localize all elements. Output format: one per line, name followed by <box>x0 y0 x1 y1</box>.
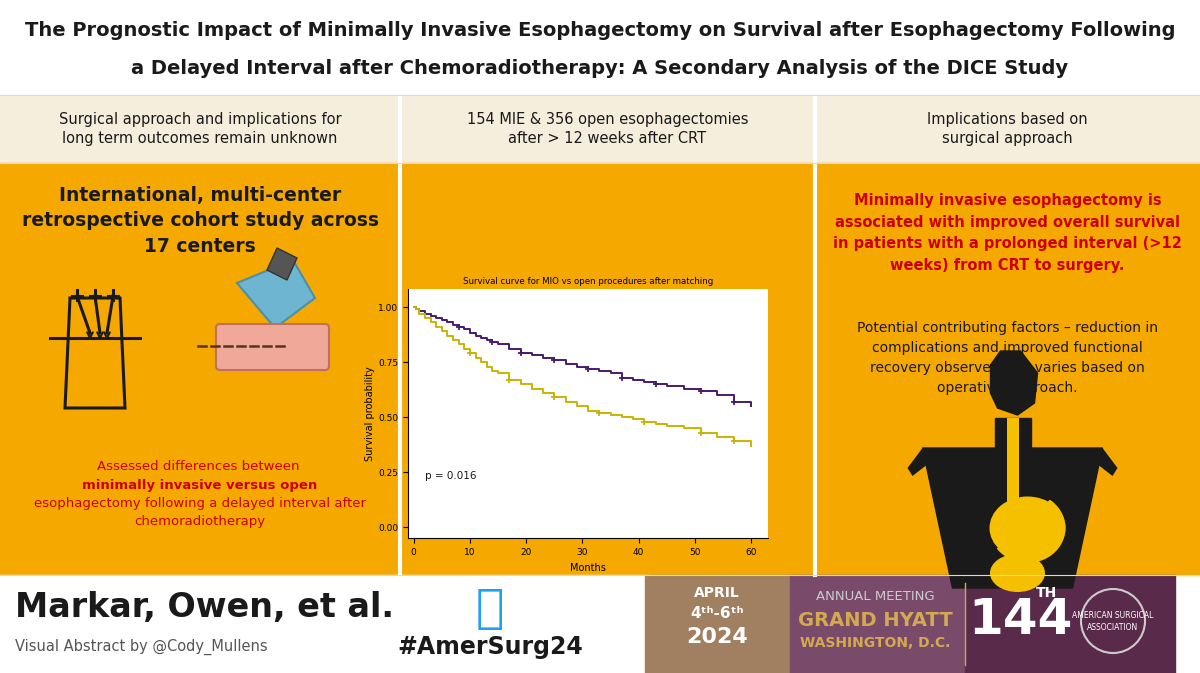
Polygon shape <box>1094 448 1117 476</box>
Ellipse shape <box>990 497 1066 559</box>
FancyBboxPatch shape <box>216 324 329 370</box>
Text: Significant differences in ASA grade,: Significant differences in ASA grade, <box>474 386 742 400</box>
Polygon shape <box>907 448 930 476</box>
Text: minimally invasive versus open: minimally invasive versus open <box>83 479 318 491</box>
Text: in ASA grade,: in ASA grade, <box>474 386 740 402</box>
Text: esophagectomy following a delayed interval after: esophagectomy following a delayed interv… <box>34 497 366 509</box>
Text: p = 0.016: p = 0.016 <box>425 471 476 481</box>
Text: WASHINGTON, D.C.: WASHINGTON, D.C. <box>800 636 950 650</box>
Bar <box>815 163 1200 575</box>
Text: ASSOCIATION: ASSOCIATION <box>1087 623 1139 631</box>
Text: Significant differences: Significant differences <box>474 386 662 400</box>
Bar <box>0 0 1200 95</box>
Text: Survival analysis: Survival analysis <box>496 458 635 474</box>
Bar <box>965 575 1175 673</box>
Text: International, multi-center
retrospective cohort study across
17 centers: International, multi-center retrospectiv… <box>22 186 378 256</box>
Bar <box>646 575 790 673</box>
Text: Significant differences: Significant differences <box>514 386 701 400</box>
Text: patients had improved survival: patients had improved survival <box>451 478 709 493</box>
Bar <box>0 95 400 163</box>
Text: chemoradiotherapy: chemoradiotherapy <box>134 514 265 528</box>
Text: 2024: 2024 <box>686 627 748 647</box>
Text: Markar, Owen, et al.: Markar, Owen, et al. <box>14 590 394 623</box>
Text: #AmerSurg24: #AmerSurg24 <box>397 635 583 659</box>
Polygon shape <box>997 499 1066 563</box>
Bar <box>400 95 815 163</box>
Polygon shape <box>266 248 298 280</box>
Bar <box>0 575 650 673</box>
Title: Survival curve for MIO vs open procedures after matching: Survival curve for MIO vs open procedure… <box>463 277 713 286</box>
Text: a Delayed Interval after Chemoradiotherapy: A Secondary Analysis of the DICE Stu: a Delayed Interval after Chemoradiothera… <box>132 59 1068 77</box>
Text: TH: TH <box>1037 586 1057 600</box>
Bar <box>400 163 815 575</box>
Text: 4ᵗʰ-6ᵗʰ: 4ᵗʰ-6ᵗʰ <box>690 606 744 621</box>
Text: radiation dose, clinical T and N stage,: radiation dose, clinical T and N stage, <box>469 404 746 419</box>
Text: Survival analysis demonstrated MIE: Survival analysis demonstrated MIE <box>476 458 739 474</box>
Polygon shape <box>238 260 314 328</box>
Text: Potential contributing factors – reduction in
complications and improved functio: Potential contributing factors – reducti… <box>857 321 1158 395</box>
Text: GRAND HYATT: GRAND HYATT <box>798 612 953 631</box>
Text: Assessed differences between: Assessed differences between <box>97 460 304 474</box>
Polygon shape <box>1007 418 1019 504</box>
Y-axis label: Survival probability: Survival probability <box>365 367 376 461</box>
Ellipse shape <box>990 554 1045 592</box>
Text: 144: 144 <box>968 596 1072 644</box>
Polygon shape <box>1007 500 1036 504</box>
Text: patients had improved survival, which was: patients had improved survival, which wa… <box>450 478 764 493</box>
Text: Surgical approach and implications for
long term outcomes remain unknown: Surgical approach and implications for l… <box>59 112 341 147</box>
Bar <box>995 418 1031 450</box>
Polygon shape <box>923 448 1103 588</box>
Bar <box>815 95 1200 163</box>
Text: Visual Abstract by @Cody_Mullens: Visual Abstract by @Cody_Mullens <box>14 639 268 655</box>
Polygon shape <box>990 351 1038 415</box>
Text: Minimally invasive esophagectomy is
associated with improved overall survival
in: Minimally invasive esophagectomy is asso… <box>833 193 1182 273</box>
Text: Implications based on
surgical approach: Implications based on surgical approach <box>928 112 1088 147</box>
Bar <box>790 575 1060 673</box>
Text: The Prognostic Impact of Minimally Invasive Esophagectomy on Survival after Esop: The Prognostic Impact of Minimally Invas… <box>25 20 1175 40</box>
Text: ANNUAL MEETING: ANNUAL MEETING <box>816 590 935 604</box>
Text: AMERICAN SURGICAL: AMERICAN SURGICAL <box>1073 610 1153 620</box>
Text: 🐦: 🐦 <box>476 586 504 631</box>
Text: 154 MIE & 356 open esophagectomies
after > 12 weeks after CRT: 154 MIE & 356 open esophagectomies after… <box>467 112 749 147</box>
Text: histological subtype, tumor location: histological subtype, tumor location <box>476 423 739 439</box>
Bar <box>0 163 400 575</box>
X-axis label: Months: Months <box>570 563 606 573</box>
Text: APRIL: APRIL <box>694 586 740 600</box>
Text: preserved after adjustment: preserved after adjustment <box>506 497 708 511</box>
